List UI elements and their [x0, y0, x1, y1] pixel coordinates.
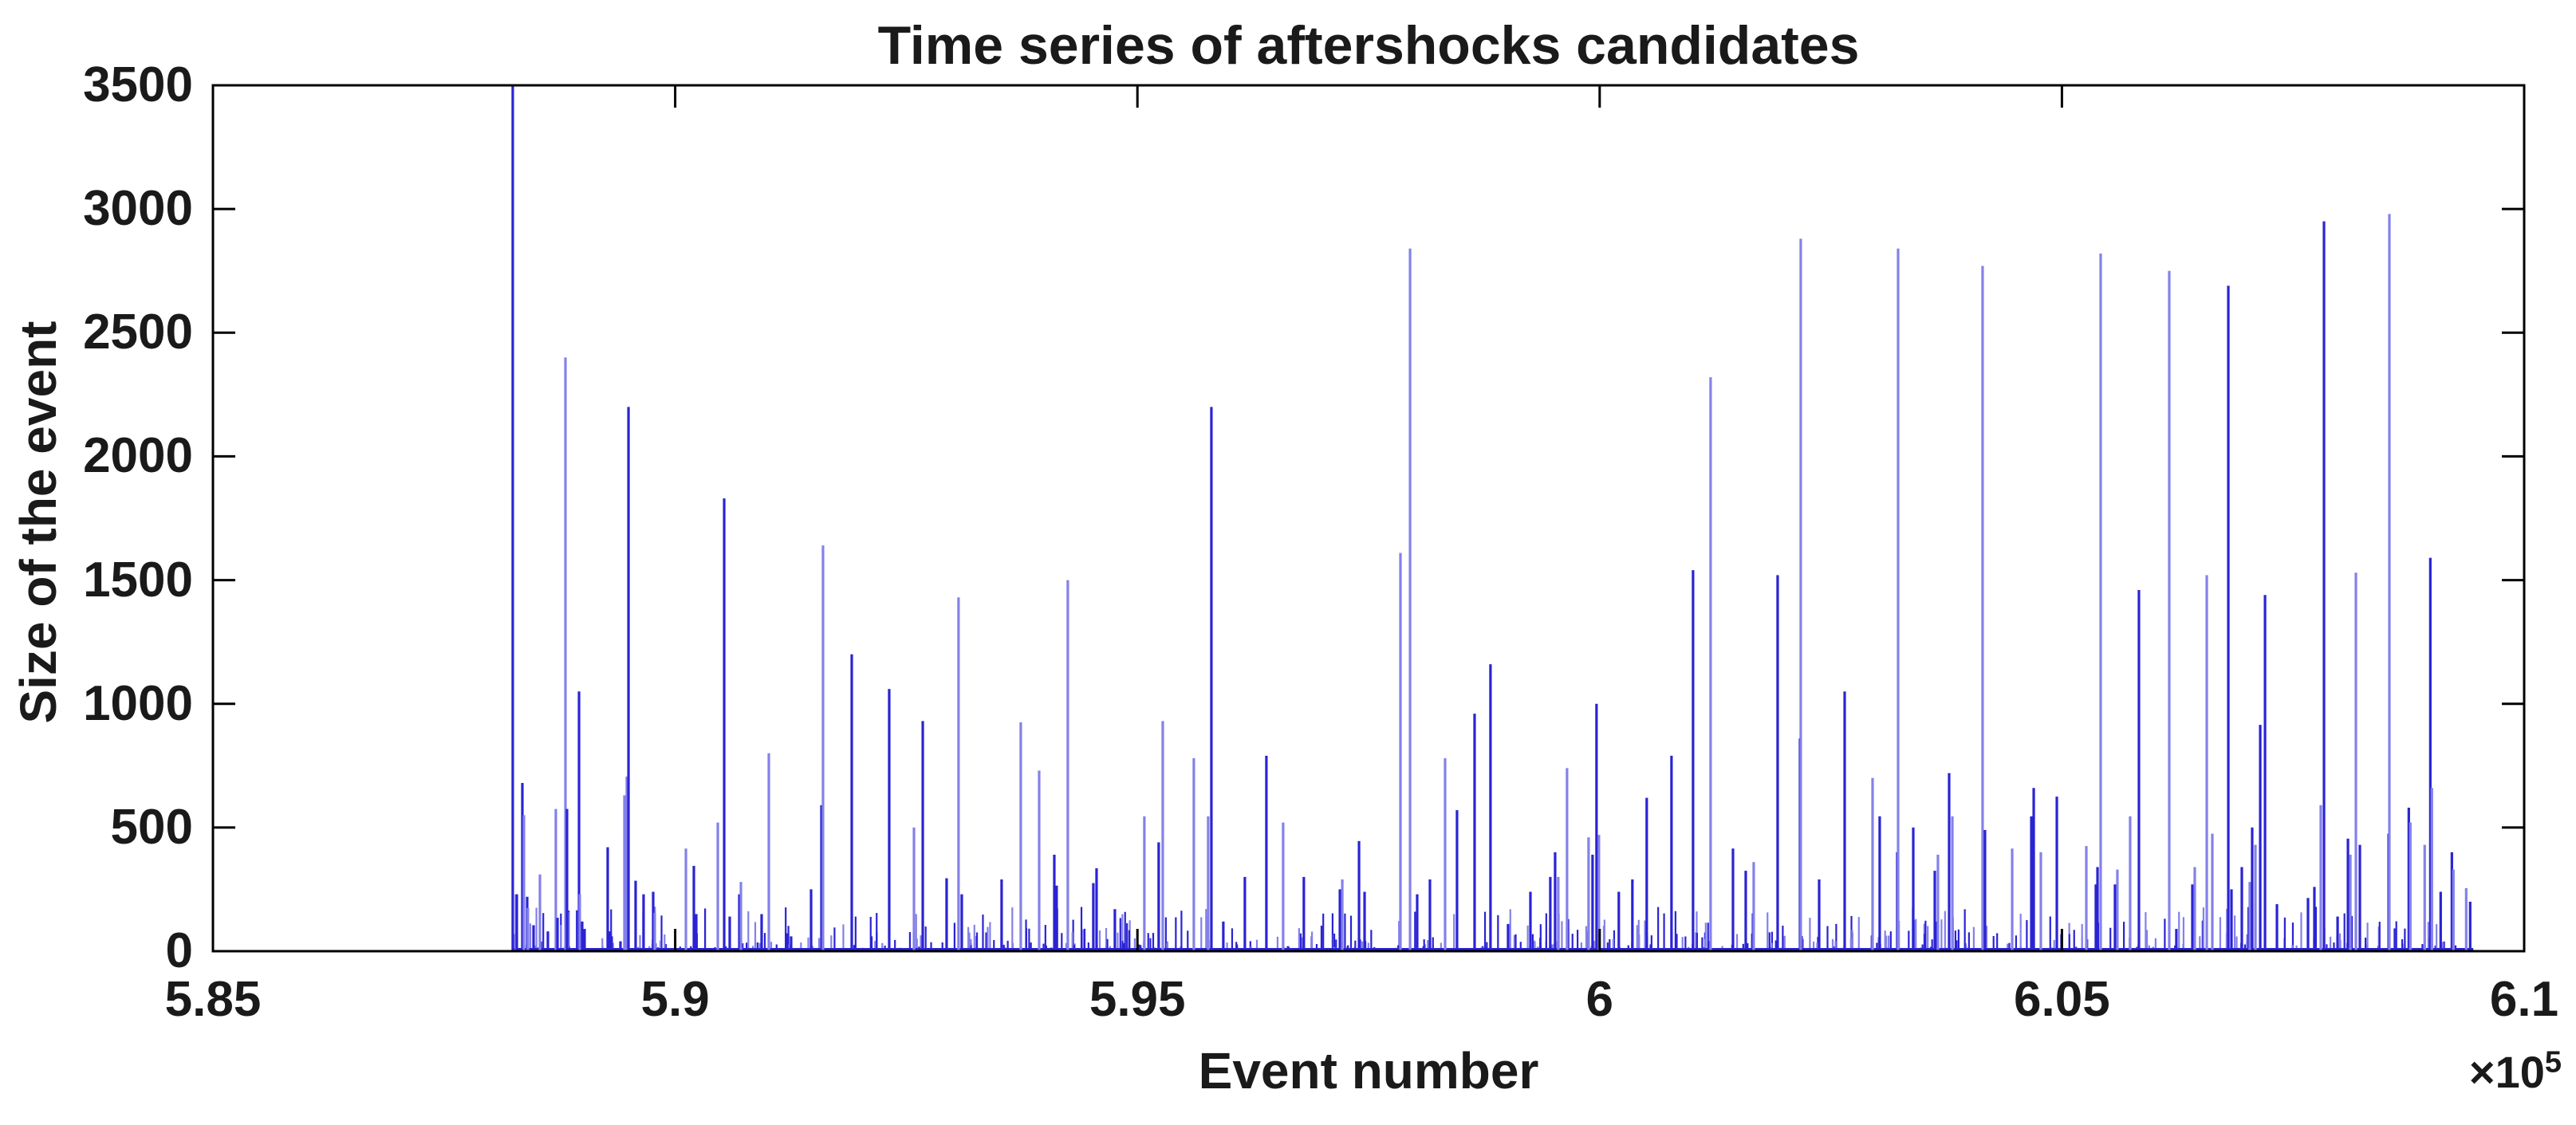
x-axis-label: Event number — [1198, 1042, 1539, 1099]
x-tick-label: 6.05 — [2014, 972, 2110, 1027]
y-tick-label: 3500 — [83, 57, 193, 112]
x-tick-label: 6 — [1585, 972, 1614, 1027]
x-tick-label: 6.1 — [2489, 972, 2559, 1027]
y-tick-label: 3000 — [83, 181, 193, 237]
y-tick-label: 2500 — [83, 305, 193, 360]
chart-title: Time series of aftershocks candidates — [877, 15, 1860, 76]
x-tick-label: 5.85 — [164, 972, 262, 1027]
exponent-base: ×10 — [2468, 1047, 2545, 1097]
exponent-power: 5 — [2544, 1045, 2562, 1080]
axes-box — [211, 84, 2526, 953]
y-tick-label: 2000 — [83, 428, 193, 484]
x-axis-exponent-label: ×105 — [2243, 1046, 2562, 1098]
y-tick-label: 500 — [110, 799, 193, 855]
x-tick-label: 5.95 — [1089, 972, 1186, 1027]
y-tick-label: 1000 — [83, 675, 193, 731]
y-tick-label: 1500 — [83, 552, 193, 608]
y-tick-label: 0 — [165, 923, 193, 978]
x-tick-label: 5.9 — [640, 972, 710, 1027]
